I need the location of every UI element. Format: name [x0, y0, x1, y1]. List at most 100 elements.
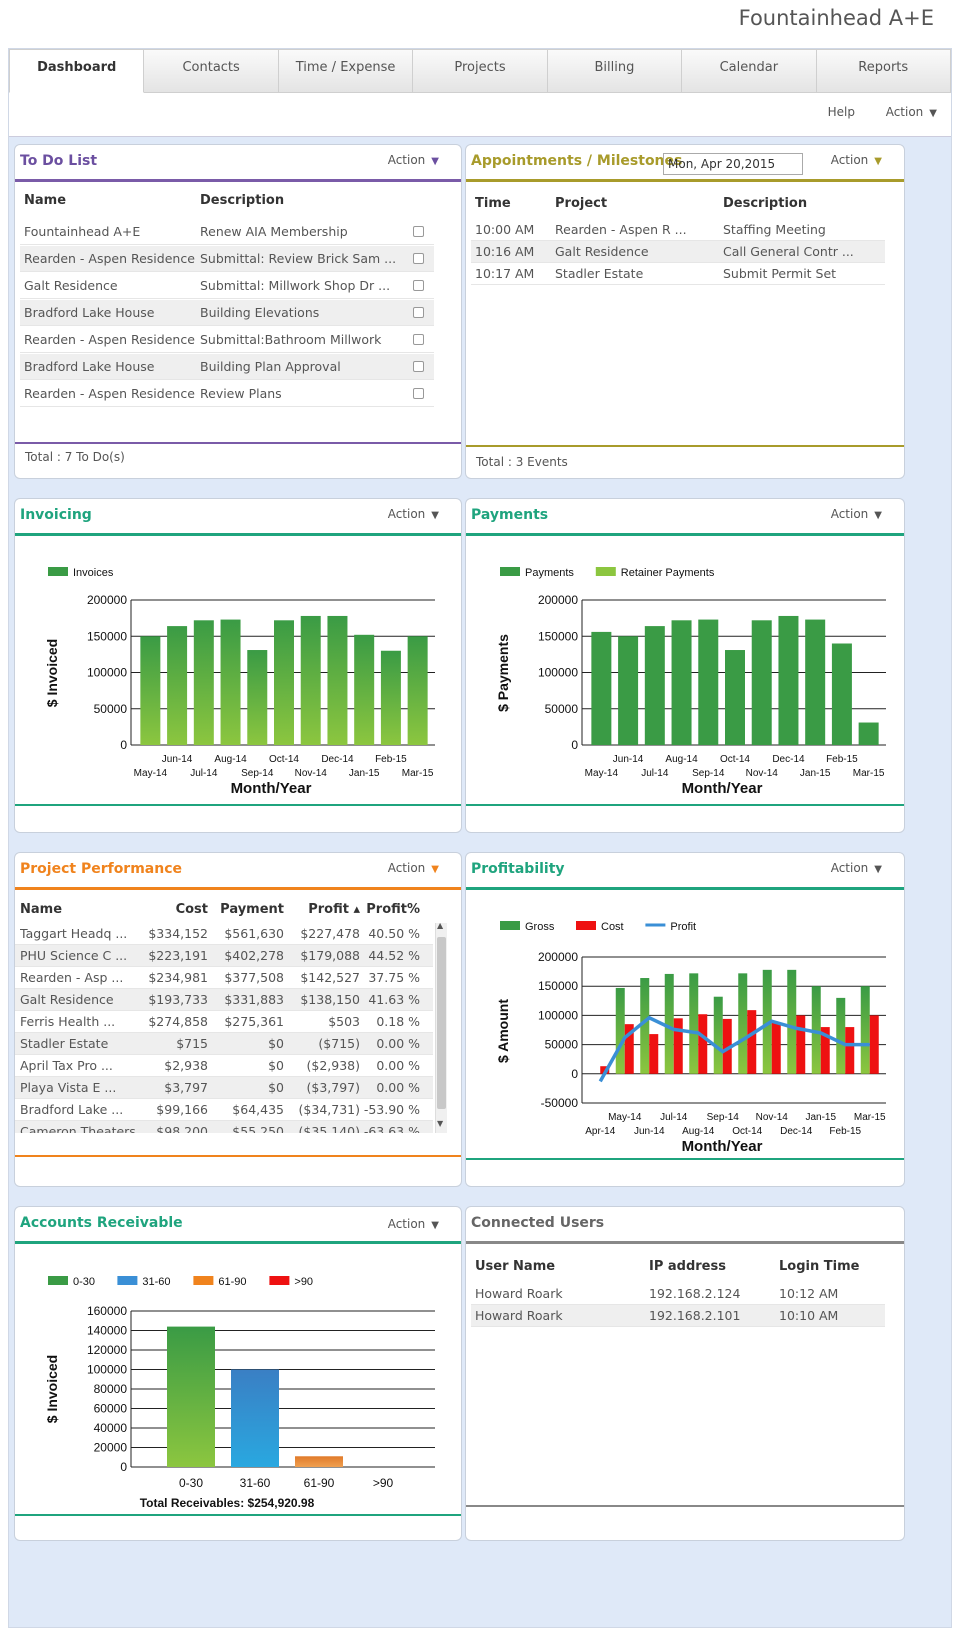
- x-tick-label: Aug-14: [665, 754, 698, 765]
- appointment-row[interactable]: 10:00 AM Rearden - Aspen R ... Staffing Me…: [471, 219, 885, 241]
- x-tick-label: Jul-14: [190, 768, 218, 779]
- tab-billing[interactable]: Billing: [547, 49, 683, 93]
- performance-row[interactable]: Taggart Headq ... $334,152 $561,630 $227,47…: [15, 923, 433, 945]
- performance-row[interactable]: Cameron Theaters $98,200 $55,250 ($35,140) -…: [15, 1121, 433, 1133]
- perf-row-name: Bradford Lake ...: [20, 1102, 124, 1117]
- receivable-action-menu[interactable]: Action ▼: [388, 1217, 439, 1231]
- appointments-panel: Appointments / Milestones Mon, Apr 20,20…: [465, 144, 905, 479]
- users-title: Connected Users: [471, 1215, 605, 1231]
- todo-checkbox[interactable]: [412, 307, 424, 318]
- payments-chart: Payments Retainer Payments 0 50000 100000 150…: [495, 567, 886, 797]
- todo-row[interactable]: Galt Residence Submittal: Millwork Shop D…: [20, 273, 434, 299]
- todo-row[interactable]: Rearden - Aspen Residence Submittal:Bathr…: [20, 327, 434, 353]
- scroll-down-icon[interactable]: ▼: [437, 1119, 444, 1128]
- users-divider: [466, 1241, 904, 1244]
- user-row-name: Howard Roark: [475, 1286, 563, 1301]
- todo-row-name: Bradford Lake House: [24, 359, 155, 374]
- y-tick-label: 100000: [87, 666, 127, 680]
- x-tick-label: Oct-14: [269, 754, 299, 765]
- appointments-action-menu[interactable]: Action ▼: [831, 153, 882, 167]
- invoice-bar: [274, 620, 294, 745]
- x-tick-label: Nov-14: [295, 768, 328, 779]
- performance-row[interactable]: PHU Science C ... $223,191 $402,278 $179,08…: [15, 945, 433, 967]
- appt-row-desc: Call General Contr ...: [723, 244, 854, 259]
- performance-row[interactable]: Stadler Estate $715 $0 ($715) 0.00 %: [15, 1033, 433, 1055]
- todo-action-menu[interactable]: Action ▼: [388, 153, 439, 167]
- todo-row[interactable]: Rearden - Aspen Residence Review Plans: [20, 381, 434, 407]
- invoicing-chart: Invoices 0 50000 100000 150000 200000 May-14 Ju…: [44, 567, 435, 797]
- invoice-bar: [300, 615, 321, 745]
- user-row-login: 10:10 AM: [779, 1308, 839, 1323]
- y-tick-label: -50000: [541, 1096, 579, 1110]
- todo-checkbox[interactable]: [412, 226, 424, 237]
- perf-row-payment: $55,250: [232, 1124, 284, 1133]
- scroll-up-icon[interactable]: ▲: [437, 921, 444, 930]
- gross-bar: [836, 997, 846, 1074]
- x-tick-label: Dec-14: [772, 754, 805, 765]
- performance-row[interactable]: Rearden - Asp ... $234,981 $377,508 $142,52…: [15, 967, 433, 989]
- invoicing-action-menu[interactable]: Action ▼: [388, 507, 439, 521]
- y-axis-label: $ Payments: [495, 634, 511, 712]
- performance-row[interactable]: Ferris Health ... $274,858 $275,361 $503 0.1…: [15, 1011, 433, 1033]
- profit-line: [598, 1015, 870, 1083]
- performance-row[interactable]: Galt Residence $193,733 $331,883 $138,150 41…: [15, 989, 433, 1011]
- todo-checkbox[interactable]: [412, 334, 424, 345]
- x-tick-label: Jun-14: [613, 754, 644, 765]
- perf-row-profit: ($34,731): [298, 1102, 360, 1117]
- appointments-action-label: Action: [830, 153, 869, 167]
- tab-dashboard[interactable]: Dashboard: [9, 49, 145, 93]
- perf-col-payment[interactable]: Payment: [220, 902, 284, 917]
- todo-row[interactable]: Bradford Lake House Building Plan Approva…: [20, 354, 434, 380]
- perf-col-profit[interactable]: Profit ▴: [308, 902, 360, 917]
- performance-row[interactable]: Playa Vista E ... $3,797 $0 ($3,797) 0.00 %: [15, 1077, 433, 1099]
- appointment-row[interactable]: 10:17 AM Stadler Estate Submit Permit Set: [471, 263, 885, 285]
- performance-divider: [15, 887, 461, 890]
- todo-row[interactable]: Bradford Lake House Building Elevations: [20, 300, 434, 326]
- appointment-row[interactable]: 10:16 AM Galt Residence Call General Contr…: [471, 241, 885, 263]
- perf-row-cost: $193,733: [148, 992, 208, 1007]
- todo-row[interactable]: Fountainhead A+E Renew AIA Membership: [20, 219, 434, 245]
- y-axis-label: $ Invoiced: [44, 1355, 60, 1423]
- legend-swatch: [48, 1276, 68, 1285]
- todo-checkbox[interactable]: [412, 361, 424, 372]
- tab-calendar[interactable]: Calendar: [682, 49, 817, 93]
- tab-contacts[interactable]: Contacts: [144, 49, 279, 93]
- perf-col-pct[interactable]: Profit%: [366, 902, 420, 917]
- perf-col-cost[interactable]: Cost: [175, 902, 208, 917]
- scrollbar-thumb[interactable]: [437, 937, 446, 1109]
- y-tick-label: 150000: [538, 629, 578, 643]
- y-tick-label: 0: [120, 1460, 127, 1474]
- tab-reports[interactable]: Reports: [816, 49, 951, 93]
- y-tick-label: 150000: [538, 979, 578, 993]
- receivable-title: Accounts Receivable: [20, 1215, 183, 1231]
- appointments-header: Time Project Description: [475, 196, 883, 211]
- todo-row-desc: Building Plan Approval: [200, 359, 341, 374]
- performance-row[interactable]: Bradford Lake ... $99,166 $64,435 ($34,731)…: [15, 1099, 433, 1121]
- performance-title: Project Performance: [20, 861, 183, 877]
- perf-row-cost: $223,191: [148, 948, 208, 963]
- legend-swatch: [595, 567, 616, 576]
- gross-bar: [811, 986, 821, 1074]
- todo-panel: To Do List Action ▼ Name Description Foun…: [14, 144, 462, 479]
- todo-checkbox[interactable]: [412, 253, 424, 264]
- x-tick-label: Jan-15: [349, 768, 380, 779]
- performance-scrollbar[interactable]: ▲ ▼: [435, 921, 447, 1133]
- y-tick-label: 20000: [94, 1441, 128, 1455]
- global-action-menu[interactable]: Action ▼: [886, 105, 937, 119]
- performance-action-menu[interactable]: Action ▼: [388, 861, 439, 875]
- performance-row[interactable]: April Tax Pro ... $2,938 $0 ($2,938) 0.00 %: [15, 1055, 433, 1077]
- help-link[interactable]: Help: [827, 105, 855, 119]
- tab-time-expense[interactable]: Time / Expense: [278, 49, 414, 93]
- todo-checkbox[interactable]: [412, 388, 424, 399]
- payment-bar: [858, 722, 879, 745]
- profitability-action-menu[interactable]: Action ▼: [831, 861, 882, 875]
- tab-projects[interactable]: Projects: [413, 49, 548, 93]
- legend-label: 61-90: [218, 1276, 246, 1288]
- payments-action-menu[interactable]: Action ▼: [831, 507, 882, 521]
- appt-col-desc: Description: [723, 196, 808, 211]
- todo-checkbox[interactable]: [412, 280, 424, 291]
- legend-label: >90: [294, 1276, 313, 1288]
- date-input[interactable]: Mon, Apr 20,2015: [663, 153, 803, 175]
- todo-row[interactable]: Rearden - Aspen Residence Submittal: Revi…: [20, 246, 434, 272]
- perf-row-profit: ($715): [318, 1036, 360, 1051]
